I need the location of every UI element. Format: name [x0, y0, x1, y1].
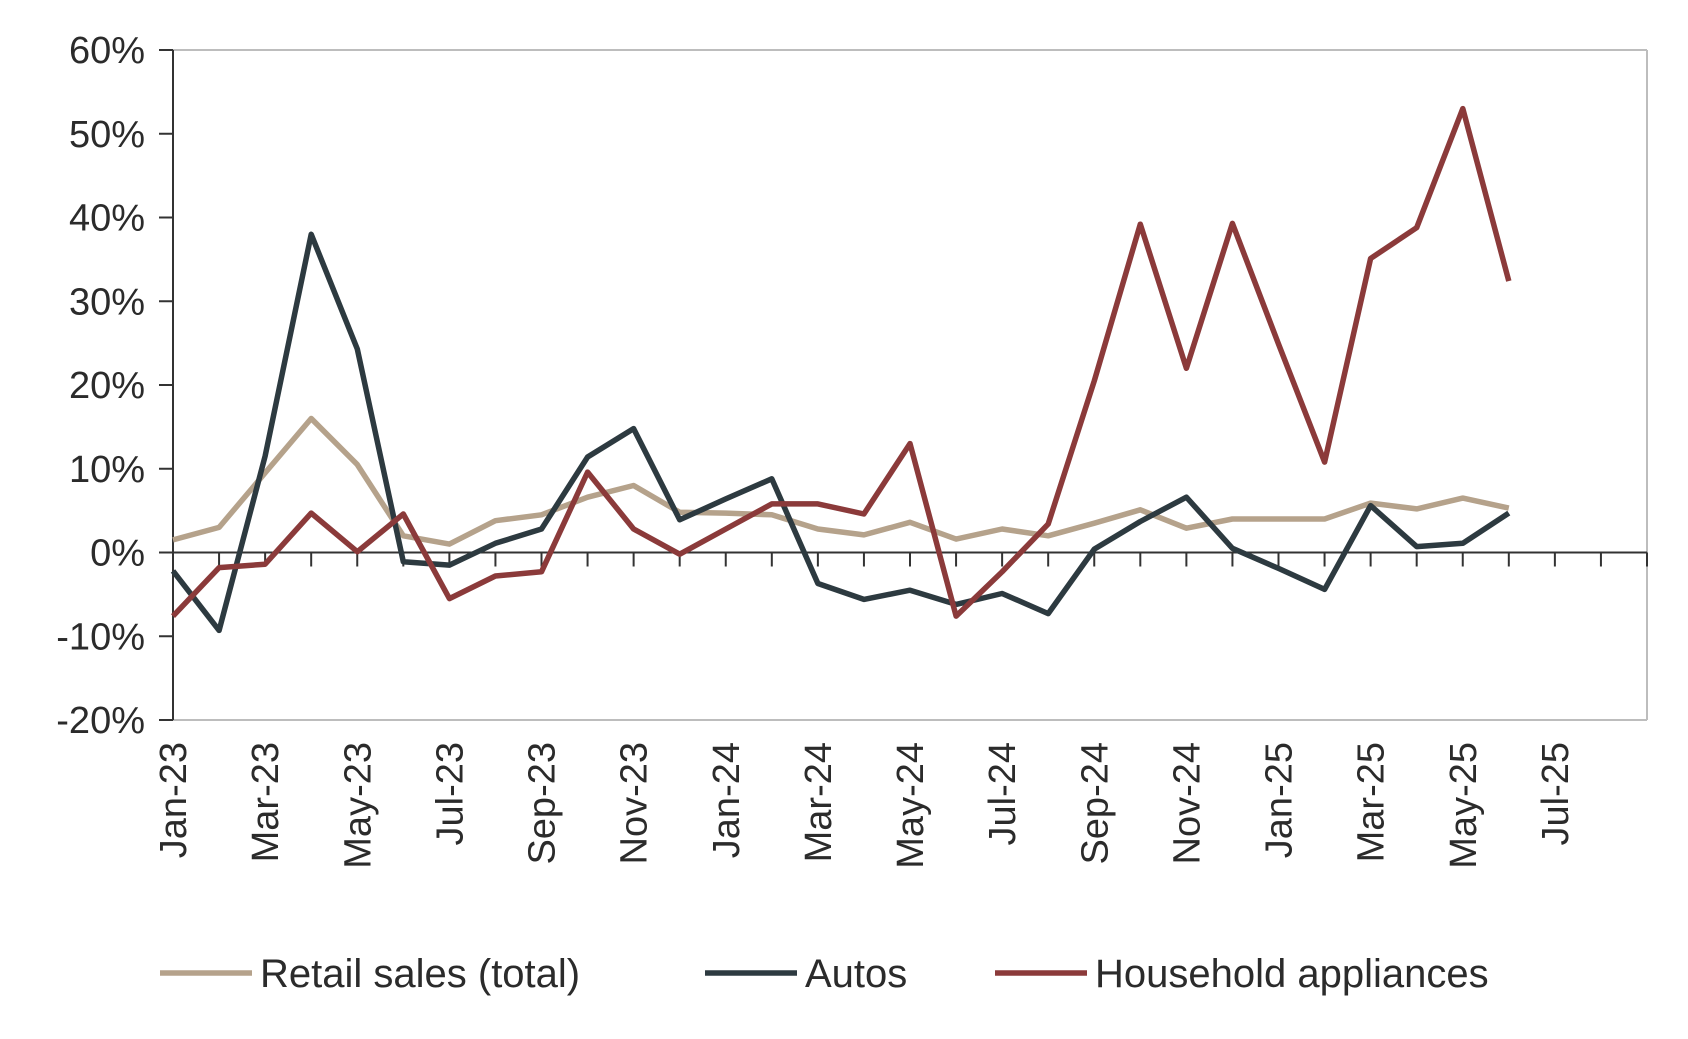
- legend: Retail sales (total) Autos Household appli…: [160, 952, 1489, 996]
- y-tick-label: 20%: [69, 365, 145, 407]
- x-tick-label: Jan-25: [1259, 742, 1301, 858]
- series-line-2: [171, 105, 1512, 619]
- y-tick-label: 10%: [69, 449, 145, 491]
- x-tick-label: Nov-24: [1166, 742, 1208, 865]
- x-tick-label: May-24: [890, 742, 932, 869]
- legend-label-1: Autos: [805, 952, 907, 996]
- axes-layer: 60% 50% 40% 30% 20% 10% 0% -10% -20%Jan-23 Mar-23…: [56, 30, 1648, 869]
- x-tick-label: Mar-23: [245, 742, 287, 862]
- legend-label-2: Household appliances: [1095, 952, 1489, 996]
- y-tick-label: -20%: [56, 700, 145, 742]
- x-tick-label: Jan-24: [706, 742, 748, 858]
- x-tick-label: Nov-23: [614, 742, 656, 865]
- y-tick-label: 30%: [69, 281, 145, 323]
- x-tick-label: Jul-25: [1535, 742, 1577, 846]
- x-tick-label: May-23: [337, 742, 379, 869]
- x-tick-label: Jan-23: [153, 742, 195, 858]
- x-tick-label: May-25: [1443, 742, 1485, 869]
- y-tick-label: 60%: [69, 30, 145, 72]
- y-tick-label: -10%: [56, 616, 145, 658]
- x-tick-label: Jul-24: [982, 742, 1024, 846]
- y-tick-label: 50%: [69, 114, 145, 156]
- x-tick-label: Mar-24: [798, 742, 840, 862]
- y-tick-label: 40%: [69, 198, 145, 240]
- legend-label-0: Retail sales (total): [260, 952, 580, 996]
- x-tick-label: Mar-25: [1351, 742, 1393, 862]
- series-layer: [170, 105, 1512, 634]
- x-tick-label: Jul-23: [429, 742, 471, 846]
- series-line-0: [172, 415, 1510, 547]
- x-tick-label: Sep-23: [522, 742, 564, 865]
- series-line-1: [170, 231, 1511, 634]
- y-tick-label: 0%: [90, 533, 145, 575]
- x-tick-label: Sep-24: [1074, 742, 1116, 865]
